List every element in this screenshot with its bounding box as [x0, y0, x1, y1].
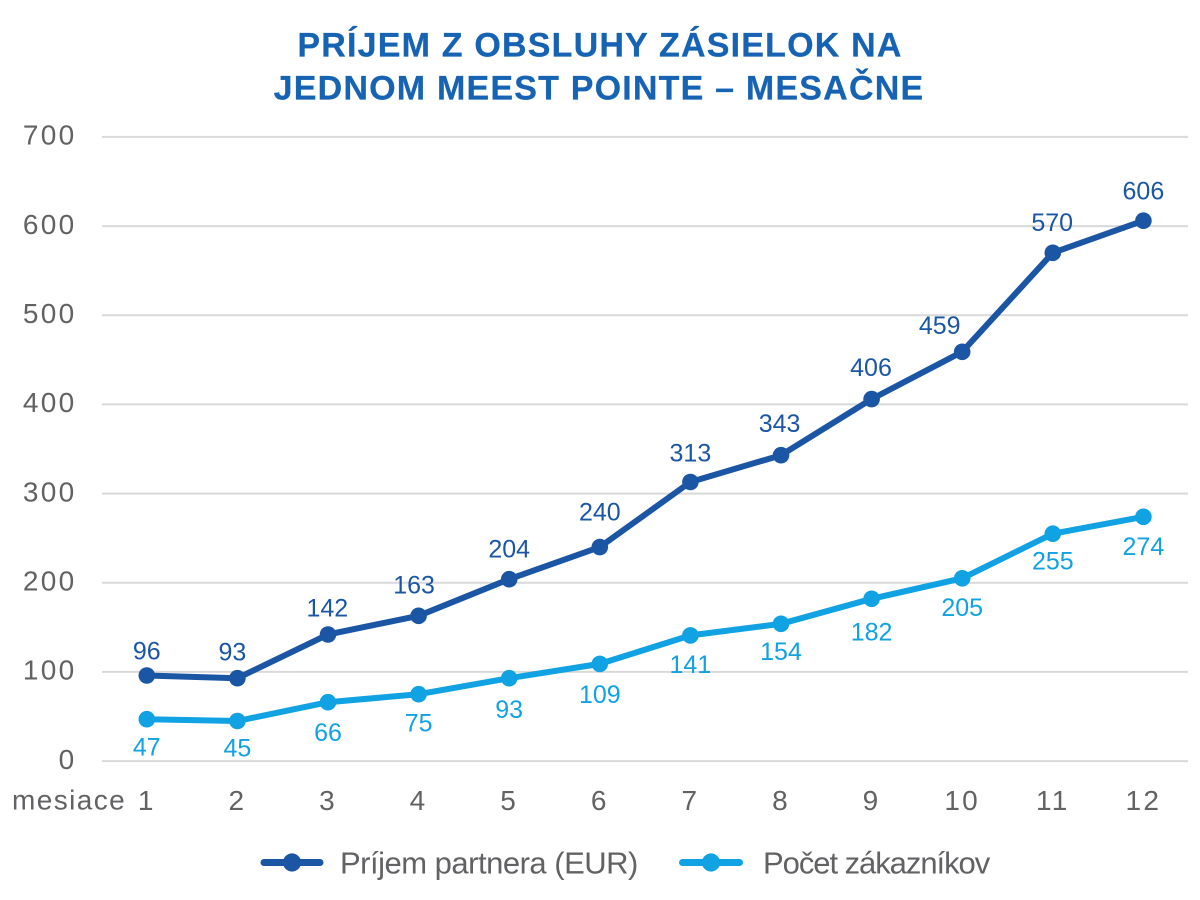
svg-text:96: 96	[133, 638, 161, 666]
svg-text:JEDNOM MEEST POINTE – MESAČNE: JEDNOM MEEST POINTE – MESAČNE	[274, 69, 925, 108]
svg-text:4: 4	[410, 785, 428, 816]
svg-text:500: 500	[23, 298, 77, 329]
svg-text:141: 141	[670, 651, 712, 679]
svg-text:240: 240	[579, 499, 621, 527]
svg-text:PRÍJEM Z OBSLUHY ZÁSIELOK NA: PRÍJEM Z OBSLUHY ZÁSIELOK NA	[297, 27, 902, 65]
svg-text:0: 0	[59, 744, 77, 775]
svg-text:66: 66	[314, 719, 342, 747]
svg-text:274: 274	[1123, 533, 1165, 561]
svg-text:313: 313	[670, 439, 712, 467]
svg-text:606: 606	[1123, 177, 1165, 205]
svg-text:8: 8	[772, 785, 790, 816]
svg-text:45: 45	[223, 735, 251, 763]
svg-text:142: 142	[306, 594, 348, 622]
svg-text:406: 406	[850, 354, 892, 382]
svg-text:2: 2	[228, 785, 246, 816]
svg-text:100: 100	[23, 655, 77, 686]
svg-text:700: 700	[23, 120, 77, 151]
svg-text:5: 5	[500, 785, 518, 816]
svg-text:Príjem partnera (EUR): Príjem partnera (EUR)	[340, 845, 638, 880]
svg-text:9: 9	[863, 785, 881, 816]
svg-text:182: 182	[851, 619, 893, 647]
svg-text:11: 11	[1036, 785, 1070, 816]
svg-text:600: 600	[23, 209, 77, 240]
svg-text:459: 459	[919, 312, 961, 340]
svg-text:Počet zákazníkov: Počet zákazníkov	[763, 845, 991, 880]
svg-text:75: 75	[405, 710, 433, 738]
svg-text:7: 7	[681, 785, 699, 816]
svg-text:10: 10	[944, 785, 980, 816]
svg-text:3: 3	[319, 785, 337, 816]
svg-text:400: 400	[23, 387, 77, 418]
svg-text:12: 12	[1126, 785, 1162, 816]
svg-text:204: 204	[488, 535, 530, 563]
svg-text:93: 93	[495, 696, 523, 724]
svg-text:93: 93	[218, 639, 246, 667]
svg-text:570: 570	[1031, 209, 1073, 237]
svg-text:255: 255	[1032, 547, 1074, 575]
svg-text:163: 163	[393, 571, 435, 599]
svg-text:343: 343	[759, 410, 801, 438]
svg-text:1: 1	[138, 785, 156, 816]
svg-text:47: 47	[133, 734, 161, 762]
svg-text:6: 6	[591, 785, 609, 816]
svg-text:mesiace: mesiace	[12, 785, 126, 816]
svg-text:205: 205	[941, 594, 983, 622]
svg-text:200: 200	[23, 566, 77, 597]
svg-text:154: 154	[760, 638, 802, 666]
svg-text:109: 109	[579, 681, 621, 709]
svg-text:300: 300	[23, 476, 77, 507]
